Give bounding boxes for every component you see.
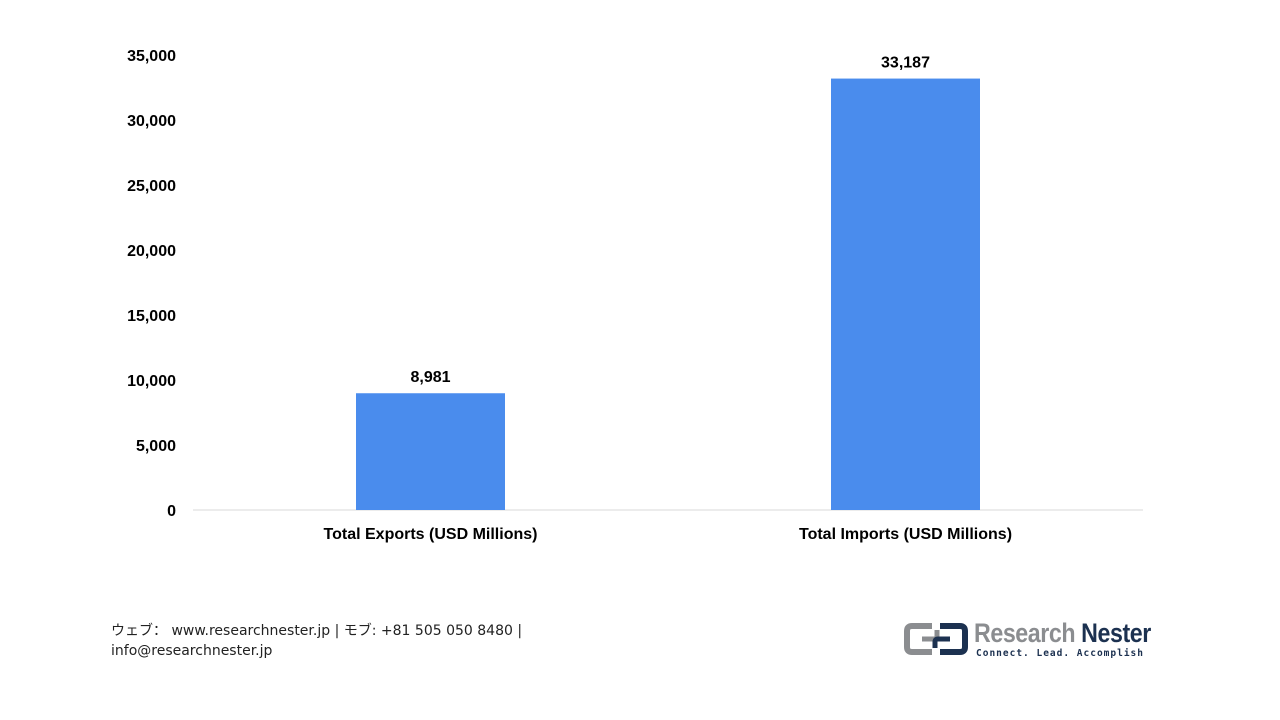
y-tick-label: 0 [167,503,176,520]
bar [831,78,980,510]
research-nester-logo: Research Nester Connect. Lead. Accomplis… [904,618,1154,662]
y-axis-ticks: 0 5,000 10,000 15,000 20,000 25,000 30,000 35,0… [127,48,176,520]
bar [356,393,505,510]
contact-footer: ウェブ： www.researchnester.jp | モブ: +81 505… [111,621,571,661]
y-tick-label: 30,000 [127,113,176,130]
y-tick-label: 35,000 [127,48,176,65]
y-tick-label: 25,000 [127,178,176,195]
email-link[interactable]: info@researchnester.jp [111,643,273,659]
bars [356,78,980,510]
y-tick-label: 5,000 [136,438,176,455]
logo-name: Research Nester [974,618,1151,649]
web-label: ウェブ： [111,623,167,639]
bar-chart: 0 5,000 10,000 15,000 20,000 25,000 30,000 35,0… [127,48,1143,543]
x-category-label: Total Imports (USD Millions) [799,526,1012,543]
data-labels: 8,981 33,187 [410,55,930,387]
data-label: 33,187 [881,55,930,72]
y-tick-label: 10,000 [127,373,176,390]
logo-name-nester: Nester [1081,618,1151,648]
y-tick-label: 15,000 [127,308,176,325]
phone-info: | モブ: +81 505 050 8480 | [334,623,523,639]
web-url[interactable]: www.researchnester.jp [171,623,331,639]
data-label: 8,981 [410,369,450,386]
x-category-label: Total Exports (USD Millions) [324,526,538,543]
logo-tagline: Connect. Lead. Accomplish [976,648,1144,659]
y-tick-label: 20,000 [127,243,176,260]
logo-mark-icon [904,623,968,655]
category-labels: Total Exports (USD Millions) Total Import… [324,526,1012,543]
logo-name-research: Research [974,618,1076,648]
